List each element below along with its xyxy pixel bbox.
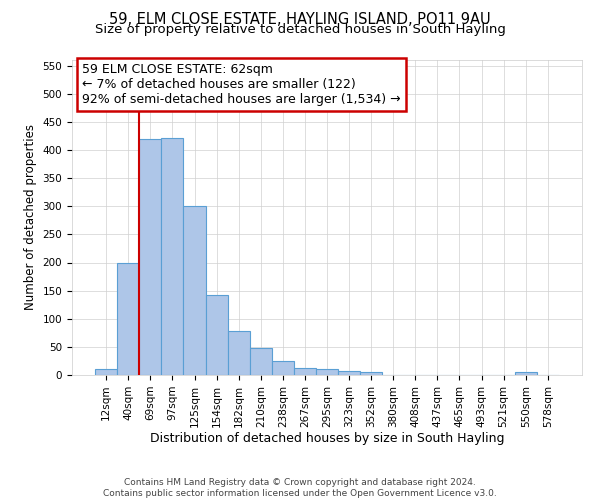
Bar xyxy=(184,206,206,375)
Bar xyxy=(227,331,250,375)
Text: 59, ELM CLOSE ESTATE, HAYLING ISLAND, PO11 9AU: 59, ELM CLOSE ESTATE, HAYLING ISLAND, PO… xyxy=(109,12,491,28)
Bar xyxy=(360,372,382,375)
Bar xyxy=(515,372,537,375)
Bar xyxy=(139,138,161,375)
Bar xyxy=(206,294,227,375)
Y-axis label: Number of detached properties: Number of detached properties xyxy=(24,124,37,310)
Text: Size of property relative to detached houses in South Hayling: Size of property relative to detached ho… xyxy=(95,22,505,36)
Bar xyxy=(117,262,139,375)
Text: 59 ELM CLOSE ESTATE: 62sqm
← 7% of detached houses are smaller (122)
92% of semi: 59 ELM CLOSE ESTATE: 62sqm ← 7% of detac… xyxy=(82,63,401,106)
Bar xyxy=(338,370,360,375)
Bar xyxy=(272,361,294,375)
Bar xyxy=(294,368,316,375)
Bar xyxy=(316,370,338,375)
Bar xyxy=(95,370,117,375)
X-axis label: Distribution of detached houses by size in South Hayling: Distribution of detached houses by size … xyxy=(150,432,504,446)
Bar xyxy=(161,138,184,375)
Bar xyxy=(250,348,272,375)
Text: Contains HM Land Registry data © Crown copyright and database right 2024.
Contai: Contains HM Land Registry data © Crown c… xyxy=(103,478,497,498)
